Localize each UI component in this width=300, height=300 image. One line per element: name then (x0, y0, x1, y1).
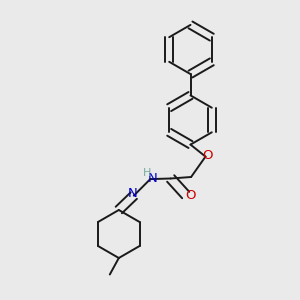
Text: N: N (128, 187, 137, 200)
Text: O: O (202, 149, 212, 162)
Text: H: H (142, 168, 151, 178)
Text: O: O (185, 189, 196, 202)
Text: N: N (148, 172, 158, 185)
